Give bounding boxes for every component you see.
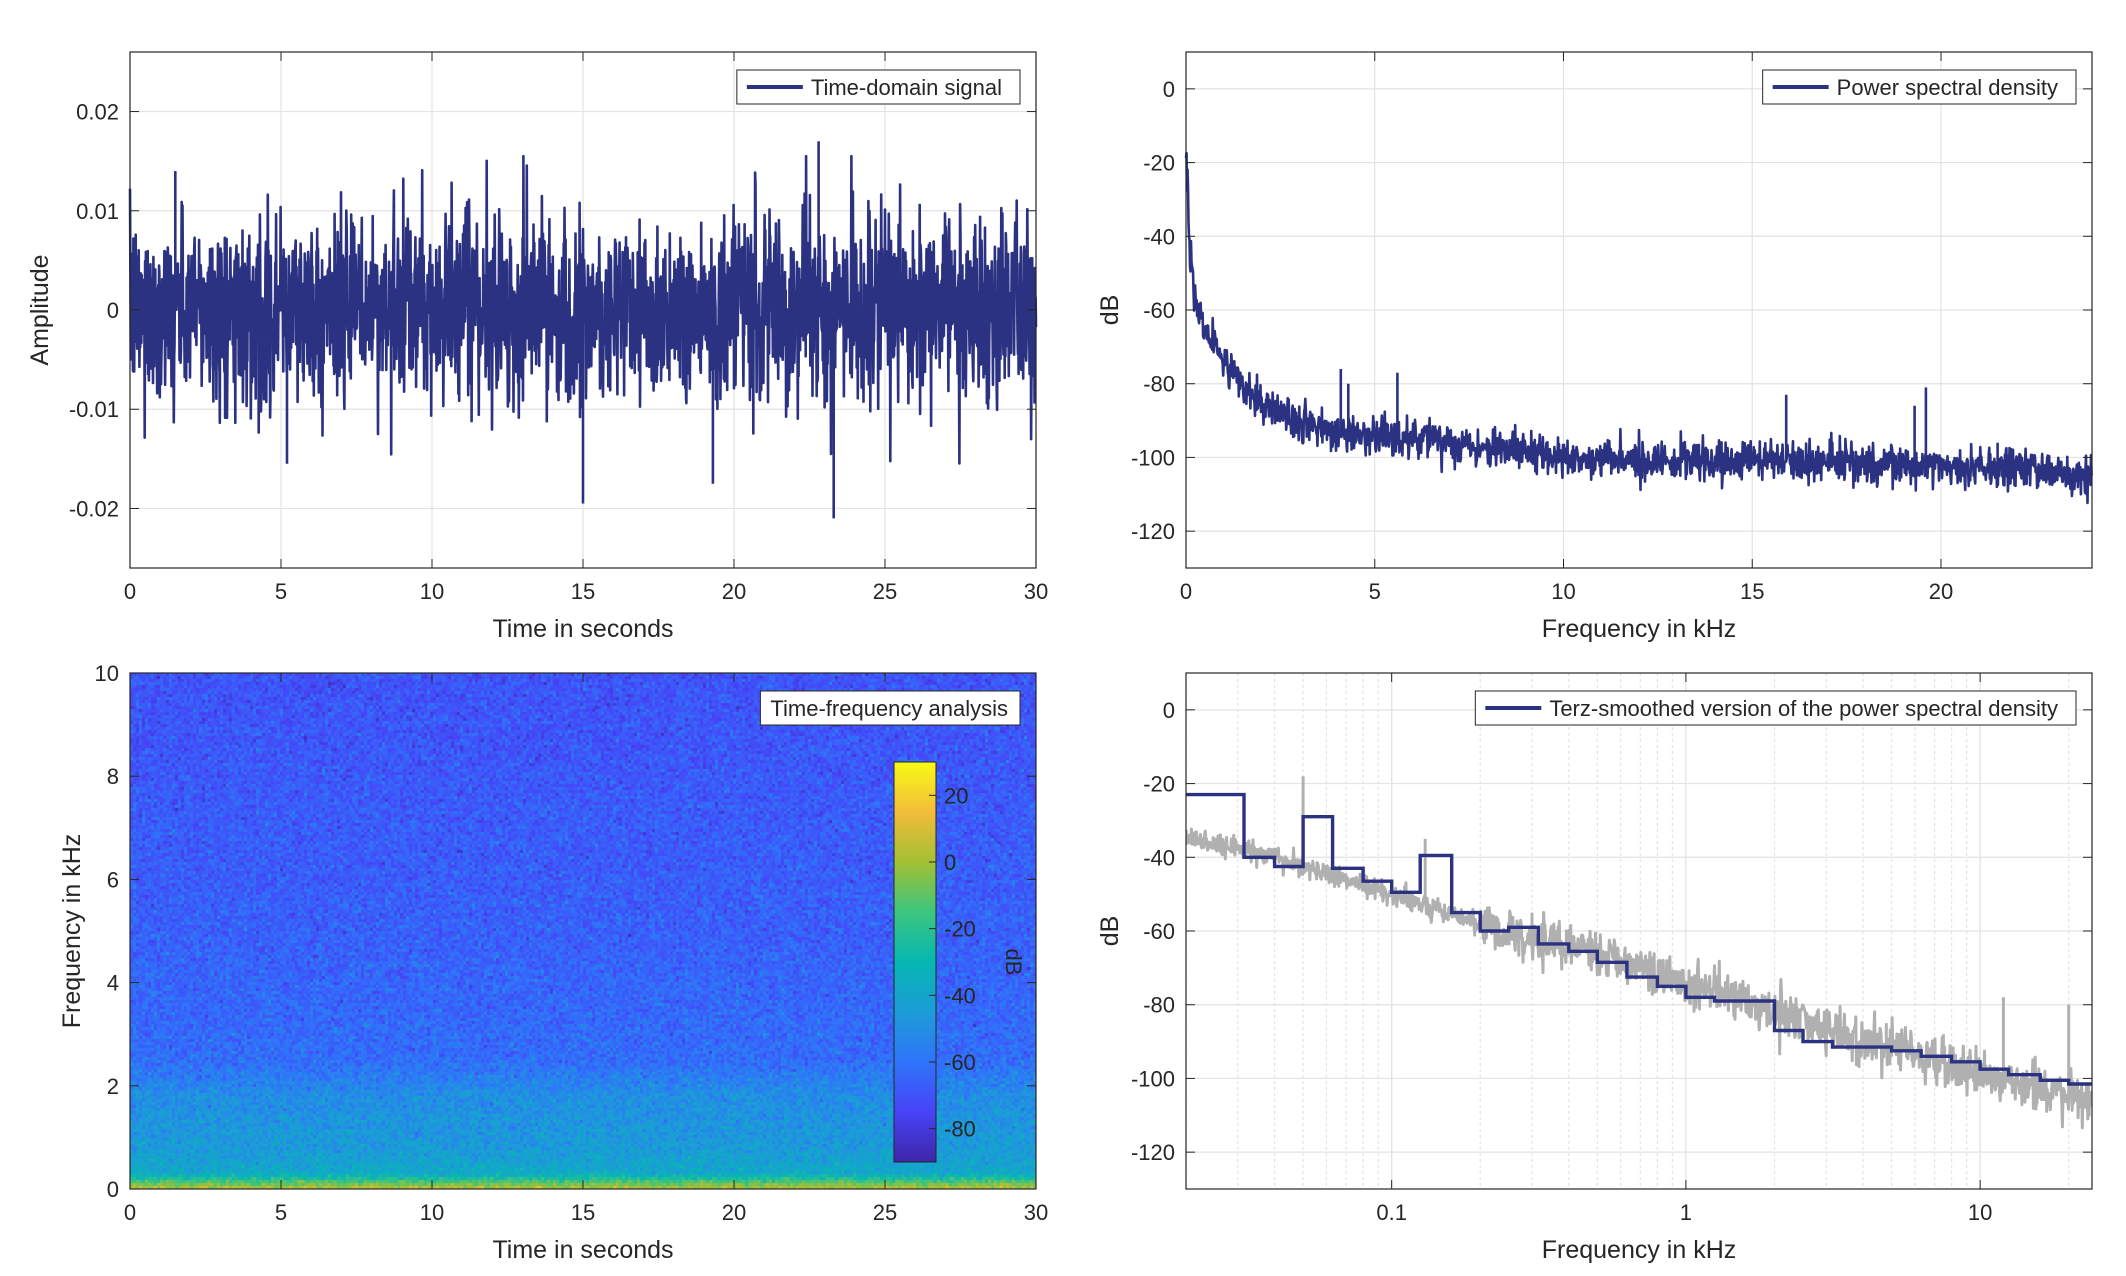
y-tick-label: 6 (107, 867, 119, 892)
x-tick-label: 5 (275, 579, 287, 604)
spectrogram-title-box: Time-frequency analysis (759, 690, 1021, 726)
y-tick-label: -60 (1143, 919, 1175, 944)
spectrogram-chart: 0 5 10 15 20 25 30 0 2 4 6 8 10 Time in seconds Freq… (58, 661, 1048, 1264)
y-tick-label: 0.02 (76, 100, 119, 125)
x-tick-label: 15 (571, 1200, 595, 1225)
terz-ticks: 0.1 1 10 -120 -100 -80 -60 -40 -20 0 (1131, 673, 2092, 1225)
spectrogram-image (130, 673, 1036, 1189)
psd-line (1184, 151, 2094, 505)
y-tick-label: -120 (1131, 1140, 1175, 1165)
psd-grid (1185, 52, 2092, 568)
colorbar-tick-label: 0 (944, 850, 956, 875)
title-box-text: Time-frequency analysis (770, 696, 1008, 721)
spectrogram-y-label: Frequency in kHz (58, 834, 86, 1029)
y-tick-label: -120 (1131, 519, 1175, 544)
x-tick-label: 15 (571, 579, 595, 604)
y-tick-label: 0 (107, 298, 119, 323)
x-tick-label: 20 (722, 579, 746, 604)
y-tick-label: 0.01 (76, 199, 119, 224)
time-domain-y-label: Amplitude (26, 254, 54, 365)
time-domain-plot-area (128, 141, 1038, 519)
x-tick-label: 0 (1180, 579, 1192, 604)
x-tick-label: 0 (124, 1200, 136, 1225)
legend-entry: Time-domain signal (811, 75, 1002, 100)
colorbar-tick-label: -20 (944, 917, 976, 942)
y-tick-label: -80 (1143, 993, 1175, 1018)
y-tick-label: -20 (1143, 772, 1175, 797)
y-tick-label: -80 (1143, 372, 1175, 397)
x-tick-label: 20 (722, 1200, 746, 1225)
spectrogram-x-label: Time in seconds (492, 1236, 673, 1264)
time-domain-legend: Time-domain signal (736, 69, 1021, 105)
psd-y-label: dB (1096, 295, 1124, 326)
colorbar-bar (893, 761, 937, 1163)
y-tick-label: -0.01 (69, 397, 119, 422)
legend-entry: Terz-smoothed version of the power spect… (1549, 696, 2058, 721)
time-domain-ticks: 0 5 10 15 20 25 30 -0.02 -0.01 0 0.01 0.02 (69, 52, 1048, 604)
psd-chart: 0 5 10 15 20 -120 -100 -80 -60 -40 -20 0 Frequency … (1096, 51, 2094, 643)
y-tick-label: 0 (1163, 77, 1175, 102)
y-tick-label: -0.02 (69, 496, 119, 521)
x-tick-label: 1 (1680, 1200, 1692, 1225)
x-tick-label: 25 (873, 579, 897, 604)
y-tick-label: 10 (95, 661, 119, 686)
y-tick-label: -100 (1131, 1066, 1175, 1091)
y-tick-label: -40 (1143, 845, 1175, 870)
x-tick-label: 30 (1024, 1200, 1048, 1225)
x-tick-label: 0 (124, 579, 136, 604)
y-tick-label: -60 (1143, 298, 1175, 323)
terz-grid (1185, 673, 2092, 1189)
x-tick-label: 5 (1369, 579, 1381, 604)
x-tick-label: 5 (275, 1200, 287, 1225)
spectrogram-ticks: 0 5 10 15 20 25 30 0 2 4 6 8 10 (95, 661, 1049, 1225)
y-tick-label: -100 (1131, 445, 1175, 470)
raw-psd-line (1186, 776, 2092, 1130)
legend-box (1474, 690, 2077, 726)
y-tick-label: 0 (1163, 698, 1175, 723)
time-domain-x-label: Time in seconds (492, 615, 673, 643)
psd-x-label: Frequency in kHz (1542, 615, 1737, 643)
colorbar-label: dB (1001, 949, 1026, 976)
time-signal-line (128, 141, 1038, 519)
x-tick-label: 10 (420, 579, 444, 604)
y-tick-label: 2 (107, 1074, 119, 1099)
x-tick-label: 25 (873, 1200, 897, 1225)
colorbar-tick-label: -60 (944, 1050, 976, 1075)
spectrogram-heatmap (130, 673, 1036, 1189)
y-tick-label: -40 (1143, 224, 1175, 249)
terz-clipped-group (1186, 776, 2092, 1130)
terz-psd-chart: 0.1 1 10 -120 -100 -80 -60 -40 -20 0 Frequency in… (1096, 672, 2093, 1264)
y-tick-label: 8 (107, 764, 119, 789)
colorbar-tick-label: 20 (944, 783, 968, 808)
terz-legend: Terz-smoothed version of the power spect… (1474, 690, 2077, 726)
terz-step-line (1186, 792, 2092, 1086)
x-tick-label: 30 (1024, 579, 1048, 604)
x-tick-label: 10 (420, 1200, 444, 1225)
y-tick-label: 4 (107, 971, 119, 996)
x-tick-label: 10 (1968, 1200, 1992, 1225)
time-domain-chart: 0 5 10 15 20 25 30 -0.02 -0.01 0 0.01 0.02 Time in … (26, 51, 1048, 643)
colorbar-tick-label: -80 (944, 1117, 976, 1142)
terz-plot-area (1186, 776, 2092, 1130)
x-tick-label: 20 (1929, 579, 1953, 604)
x-tick-label: 10 (1551, 579, 1575, 604)
x-tick-label: 0.1 (1376, 1200, 1407, 1225)
y-tick-label: -20 (1143, 151, 1175, 176)
psd-plot-area (1184, 151, 2094, 505)
psd-legend: Power spectral density (1762, 69, 2077, 105)
terz-y-label: dB (1096, 916, 1124, 947)
colorbar-tick-label: -40 (944, 983, 976, 1008)
legend-entry: Power spectral density (1837, 75, 2058, 100)
terz-x-label: Frequency in kHz (1542, 1236, 1737, 1264)
title-box (759, 690, 1021, 726)
psd-ticks: 0 5 10 15 20 -120 -100 -80 -60 -40 -20 0 (1131, 52, 2092, 604)
colorbar: dB -80 -60 -40 -20 0 20 (893, 761, 1026, 1163)
x-tick-label: 15 (1740, 579, 1764, 604)
y-tick-label: 0 (107, 1177, 119, 1202)
